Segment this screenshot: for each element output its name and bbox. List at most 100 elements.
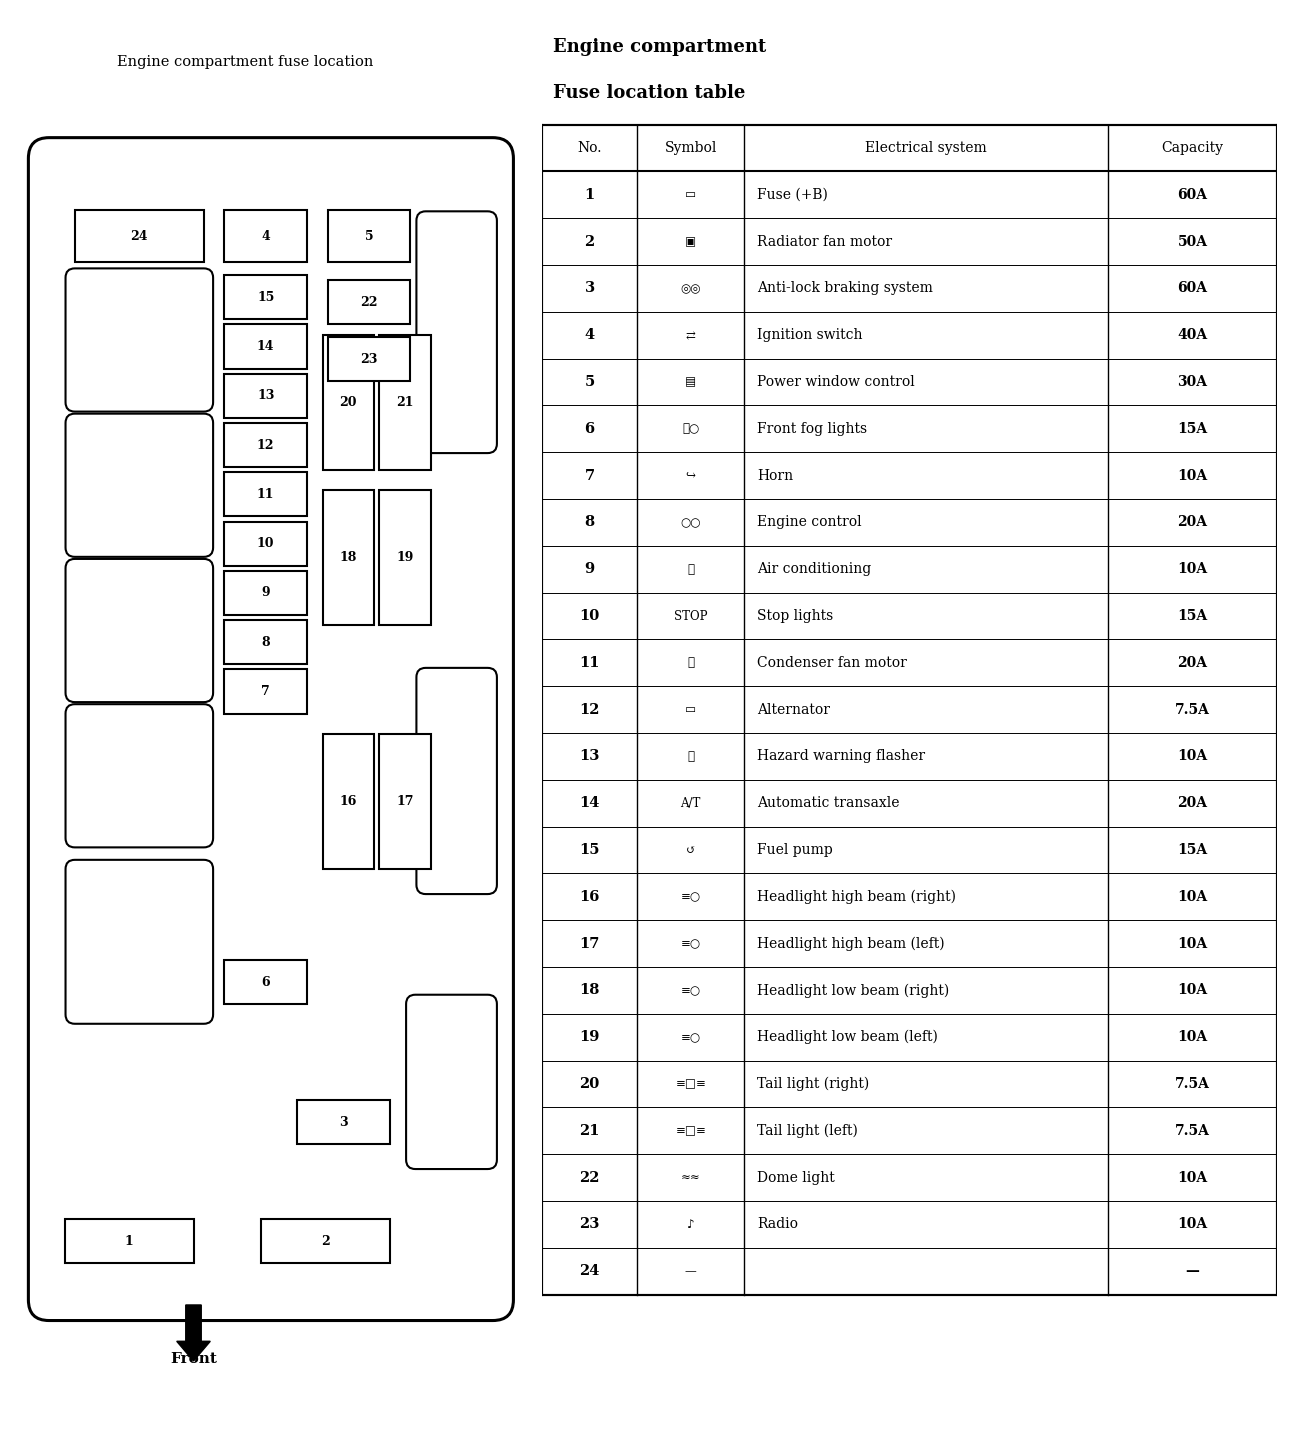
Text: ≈≈: ≈≈ <box>681 1171 700 1184</box>
Text: ◎◎: ◎◎ <box>680 283 700 296</box>
Text: 60A: 60A <box>1178 281 1207 296</box>
Text: 15: 15 <box>257 291 275 304</box>
Text: Headlight high beam (left): Headlight high beam (left) <box>757 937 944 951</box>
Text: ≡○: ≡○ <box>681 937 700 950</box>
Text: 2: 2 <box>584 235 595 248</box>
Text: Fuel pump: Fuel pump <box>757 844 833 857</box>
Text: 10A: 10A <box>1178 890 1207 904</box>
Text: 6: 6 <box>262 976 270 989</box>
Bar <box>379 491 431 626</box>
Text: Headlight low beam (right): Headlight low beam (right) <box>757 983 949 997</box>
Text: 10A: 10A <box>1178 1217 1207 1231</box>
Text: Engine control: Engine control <box>757 515 862 530</box>
Text: 7: 7 <box>584 469 595 482</box>
Text: 20A: 20A <box>1178 656 1207 670</box>
Text: Tail light (left): Tail light (left) <box>757 1124 858 1138</box>
Text: Alternator: Alternator <box>757 703 831 716</box>
Text: Power window control: Power window control <box>757 375 915 389</box>
Text: 17: 17 <box>579 937 600 950</box>
Text: ✳: ✳ <box>688 563 694 575</box>
Text: 22: 22 <box>579 1171 600 1185</box>
Text: Headlight high beam (right): Headlight high beam (right) <box>757 890 956 904</box>
Text: ▭: ▭ <box>685 703 697 716</box>
Text: Symbol: Symbol <box>664 141 717 155</box>
Bar <box>328 280 410 324</box>
Text: 15A: 15A <box>1178 844 1207 857</box>
Text: 23: 23 <box>360 353 378 366</box>
FancyBboxPatch shape <box>66 558 213 702</box>
Text: 11: 11 <box>257 488 275 501</box>
Text: ○○: ○○ <box>680 517 700 530</box>
Bar <box>224 521 307 565</box>
Text: 15A: 15A <box>1178 608 1207 623</box>
Text: 1: 1 <box>125 1236 133 1248</box>
Text: 10A: 10A <box>1178 937 1207 950</box>
Text: ⚠: ⚠ <box>688 751 694 763</box>
Bar <box>75 211 204 263</box>
Text: 13: 13 <box>257 389 275 402</box>
Bar <box>379 735 431 870</box>
Text: ≡○: ≡○ <box>681 1030 700 1043</box>
Text: Fuse (+B): Fuse (+B) <box>757 188 828 202</box>
Bar <box>224 373 307 418</box>
Text: 14: 14 <box>579 796 600 811</box>
Text: 24: 24 <box>579 1264 600 1279</box>
Bar <box>224 571 307 616</box>
Text: 20A: 20A <box>1178 796 1207 811</box>
FancyBboxPatch shape <box>417 667 497 894</box>
Text: Condenser fan motor: Condenser fan motor <box>757 656 907 670</box>
Text: ↪: ↪ <box>686 469 695 482</box>
Text: Hazard warning flasher: Hazard warning flasher <box>757 749 925 763</box>
Bar <box>224 960 307 1004</box>
Bar <box>224 276 307 319</box>
Bar <box>224 472 307 517</box>
Text: Automatic transaxle: Automatic transaxle <box>757 796 899 811</box>
Text: 16: 16 <box>339 795 357 808</box>
Text: ↺: ↺ <box>686 844 695 857</box>
Bar <box>224 423 307 468</box>
Text: No.: No. <box>578 141 602 155</box>
Text: 2: 2 <box>321 1236 329 1248</box>
Text: 18: 18 <box>339 551 357 564</box>
Bar <box>322 491 374 626</box>
Text: Engine compartment: Engine compartment <box>553 39 766 56</box>
Text: 10A: 10A <box>1178 749 1207 763</box>
Text: ⇄: ⇄ <box>686 329 695 342</box>
Text: Engine compartment fuse location: Engine compartment fuse location <box>117 55 373 69</box>
Text: 13: 13 <box>579 749 600 763</box>
Text: 20: 20 <box>339 396 357 409</box>
Text: 7.5A: 7.5A <box>1175 703 1210 716</box>
Text: —: — <box>1186 1264 1200 1279</box>
Text: ✷: ✷ <box>688 656 694 669</box>
Text: Stop lights: Stop lights <box>757 608 833 623</box>
Bar <box>224 620 307 664</box>
Bar <box>261 1220 390 1263</box>
Text: Air conditioning: Air conditioning <box>757 563 872 577</box>
Text: Electrical system: Electrical system <box>866 141 987 155</box>
Text: ▭: ▭ <box>685 188 697 201</box>
Text: Headlight low beam (left): Headlight low beam (left) <box>757 1030 938 1045</box>
Text: 10A: 10A <box>1178 563 1207 577</box>
Text: 14: 14 <box>257 340 275 353</box>
Text: 9: 9 <box>262 587 270 600</box>
Text: ≡○: ≡○ <box>681 890 700 904</box>
FancyBboxPatch shape <box>66 705 213 848</box>
Bar <box>322 334 374 469</box>
Text: 4: 4 <box>584 329 595 343</box>
Text: 8: 8 <box>262 636 270 649</box>
Text: A/T: A/T <box>681 796 700 809</box>
Text: 17: 17 <box>396 795 414 808</box>
Bar <box>328 337 410 382</box>
Text: 15A: 15A <box>1178 422 1207 436</box>
Text: 3: 3 <box>584 281 595 296</box>
Bar <box>64 1220 194 1263</box>
Bar <box>224 324 307 369</box>
Text: 50A: 50A <box>1178 235 1207 248</box>
Text: ≡□≡: ≡□≡ <box>675 1125 706 1138</box>
Text: —: — <box>685 1264 697 1277</box>
Text: 4: 4 <box>262 230 270 243</box>
Bar <box>224 211 307 263</box>
Text: 10A: 10A <box>1178 1171 1207 1185</box>
Bar <box>379 334 431 469</box>
FancyBboxPatch shape <box>66 268 213 412</box>
